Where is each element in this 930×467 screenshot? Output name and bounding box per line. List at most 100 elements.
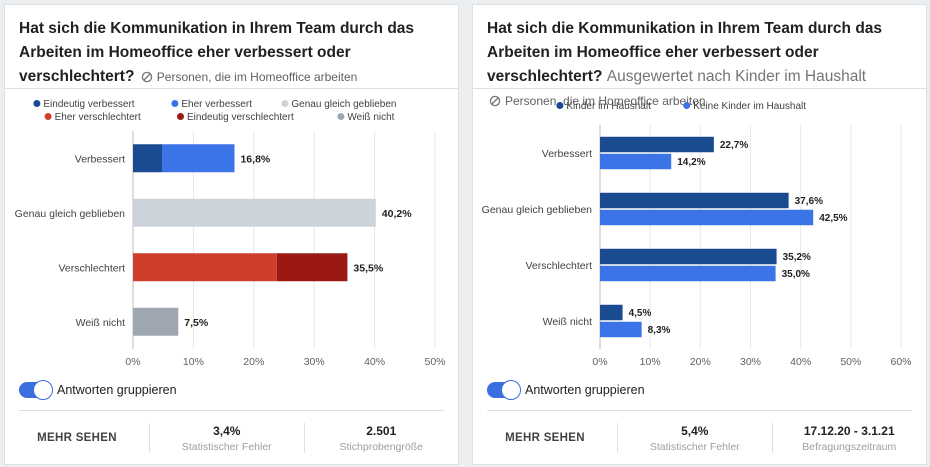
grouped-bar-chart: Kinder im Haushalt Keine Kinder im Hausha… <box>473 91 928 375</box>
filter-note: Personen, die im Homeoffice arbeiten <box>141 70 358 84</box>
bar-weiss-nicht-weiss-nicht <box>133 307 179 336</box>
toggle-label: Antworten gruppieren <box>525 383 645 397</box>
legend-marker-weiss-nicht <box>337 113 345 120</box>
group-answers-toggle-row: Antworten gruppieren <box>19 379 177 401</box>
stat-value: 5,4% <box>681 423 709 438</box>
category-label-verschlechtert: Verschlechtert <box>525 260 592 272</box>
group-answers-toggle[interactable] <box>19 380 53 400</box>
data-label-verschlechtert-keine-kinder-im-haushalt: 35,0% <box>782 269 810 280</box>
category-label-verbessert: Verbessert <box>75 153 125 165</box>
data-label-verbessert: 16,8% <box>240 153 270 165</box>
x-tick-label: 60% <box>890 356 911 368</box>
data-label-genau-gleich-geblieben: 40,2% <box>382 208 412 220</box>
legend-marker-kinder-im-haushalt <box>556 102 564 109</box>
bar-weiss-nicht-kinder-im-haushalt <box>600 304 623 321</box>
card-footer: MEHR SEHEN 5,4% Statistischer Fehler 17.… <box>473 411 926 465</box>
legend-label-eher-verbessert: Eher verbessert <box>181 99 252 110</box>
data-label-genau-gleich-geblieben-keine-kinder-im-haushalt: 42,5% <box>819 213 847 224</box>
x-tick-label: 10% <box>183 356 204 368</box>
card-subtitle: Ausgewertet nach Kinder im Haushalt <box>606 68 867 85</box>
category-label-weiss-nicht: Weiß nicht <box>76 317 125 329</box>
category-label-verschlechtert: Verschlechtert <box>58 262 125 274</box>
chart-card-overall: Hat sich die Kommunikation in Ihrem Team… <box>4 4 459 465</box>
x-tick-label: 50% <box>840 356 861 368</box>
data-label-genau-gleich-geblieben-kinder-im-haushalt: 37,6% <box>795 196 823 207</box>
divider <box>487 410 912 411</box>
stat-statistical-error: 3,4% Statistischer Fehler <box>149 423 304 453</box>
data-label-weiss-nicht-kinder-im-haushalt: 4,5% <box>629 308 652 319</box>
x-tick-label: 20% <box>690 356 711 368</box>
stacked-bar-chart: Eindeutig verbessert Eher verbessert Genau… <box>5 91 460 375</box>
data-label-weiss-nicht-keine-kinder-im-haushalt: 8,3% <box>648 325 671 336</box>
legend-label-eindeutig-verschlechtert: Eindeutig verschlechtert <box>187 112 294 123</box>
bar-verschlechtert-kinder-im-haushalt <box>600 248 777 265</box>
legend-marker-eher-verschlechtert <box>44 113 52 120</box>
stat-survey-period: 17.12.20 - 3.1.21 Befragungszeitraum <box>771 423 927 453</box>
category-label-genau-gleich-geblieben: Genau gleich geblieben <box>482 204 592 216</box>
data-label-verbessert-keine-kinder-im-haushalt: 14,2% <box>677 157 705 168</box>
x-tick-label: 0% <box>592 356 607 368</box>
toggle-knob <box>33 380 53 400</box>
toggle-label: Antworten gruppieren <box>57 383 177 397</box>
card-title: Hat sich die Kommunikation in Ihrem Team… <box>487 17 917 113</box>
x-tick-label: 50% <box>424 356 445 368</box>
toggle-knob <box>501 380 521 400</box>
legend-marker-eindeutig-verschlechtert <box>177 113 184 120</box>
group-answers-toggle-row: Antworten gruppieren <box>487 379 645 401</box>
bar-genau-gleich-geblieben-kinder-im-haushalt <box>600 192 789 209</box>
category-label-weiss-nicht: Weiß nicht <box>543 316 592 328</box>
legend-marker-eindeutig-verbessert <box>33 100 41 107</box>
legend-label-kinder-im-haushalt: Kinder im Haushalt <box>566 101 651 112</box>
stat-statistical-error: 5,4% Statistischer Fehler <box>617 423 772 453</box>
x-tick-label: 40% <box>790 356 811 368</box>
filter-icon <box>489 95 501 107</box>
data-label-weiss-nicht: 7,5% <box>184 317 209 329</box>
bar-verbessert-eher-verbessert <box>161 144 235 173</box>
stat-value: 2.501 <box>366 423 397 438</box>
filter-icon <box>141 71 153 83</box>
legend-label-keine-kinder-im-haushalt: Keine Kinder im Haushalt <box>693 101 806 112</box>
card-footer: MEHR SEHEN 3,4% Statistischer Fehler 2.5… <box>5 411 458 465</box>
x-tick-label: 20% <box>243 356 264 368</box>
bar-genau-gleich-geblieben-genau-gleich-geblieben <box>133 198 376 227</box>
bar-verschlechtert-eher-verschlechtert <box>133 253 277 282</box>
divider <box>473 88 926 89</box>
divider <box>19 410 444 411</box>
chart-card-by-children: Hat sich die Kommunikation in Ihrem Team… <box>472 4 927 465</box>
title-text: Hat sich die Kommunikation in Ihrem Team… <box>19 20 415 85</box>
x-tick-label: 30% <box>304 356 325 368</box>
bar-verschlechtert-keine-kinder-im-haushalt <box>600 265 776 282</box>
category-label-genau-gleich-geblieben: Genau gleich geblieben <box>15 208 125 220</box>
x-tick-label: 30% <box>740 356 761 368</box>
card-title: Hat sich die Kommunikation in Ihrem Team… <box>19 17 449 89</box>
see-more-button[interactable]: MEHR SEHEN <box>37 432 117 444</box>
bar-genau-gleich-geblieben-keine-kinder-im-haushalt <box>600 209 814 226</box>
legend-label-genau-gleich-geblieben: Genau gleich geblieben <box>291 99 396 110</box>
data-label-verschlechtert-kinder-im-haushalt: 35,2% <box>783 252 811 263</box>
stat-value: 17.12.20 - 3.1.21 <box>803 423 895 438</box>
legend-marker-eher-verbessert <box>171 100 179 107</box>
filter-text: Personen, die im Homeoffice arbeiten <box>156 70 358 84</box>
stat-label: Statistischer Fehler <box>649 440 740 453</box>
stat-label: Befragungszeitraum <box>802 440 897 453</box>
bar-verbessert-keine-kinder-im-haushalt <box>600 153 672 170</box>
x-tick-label: 40% <box>364 356 385 368</box>
filter-note: Personen, die im Homeoffice arbeiten <box>489 94 706 108</box>
stat-label: Stichprobengröße <box>339 440 423 453</box>
stat-label: Statistischer Fehler <box>181 440 272 453</box>
see-more-button[interactable]: MEHR SEHEN <box>505 432 585 444</box>
legend-label-eindeutig-verbessert: Eindeutig verbessert <box>43 99 134 110</box>
data-label-verbessert-kinder-im-haushalt: 22,7% <box>720 140 748 151</box>
category-label-verbessert: Verbessert <box>542 148 592 160</box>
data-label-verschlechtert: 35,5% <box>353 262 383 274</box>
bar-verbessert-eindeutig-verbessert <box>133 144 162 173</box>
legend-marker-keine-kinder-im-haushalt <box>683 102 691 109</box>
title-text: Hat sich die Kommunikation in Ihrem Team… <box>487 20 883 85</box>
stat-value: 3,4% <box>213 423 241 438</box>
legend-label-weiss-nicht: Weiß nicht <box>347 112 394 123</box>
legend-label-eher-verschlechtert: Eher verschlechtert <box>55 112 141 123</box>
bar-verschlechtert-eindeutig-verschlechtert <box>276 253 348 282</box>
group-answers-toggle[interactable] <box>487 380 521 400</box>
legend-marker-genau-gleich-geblieben <box>281 100 289 107</box>
bar-verbessert-kinder-im-haushalt <box>600 136 714 153</box>
